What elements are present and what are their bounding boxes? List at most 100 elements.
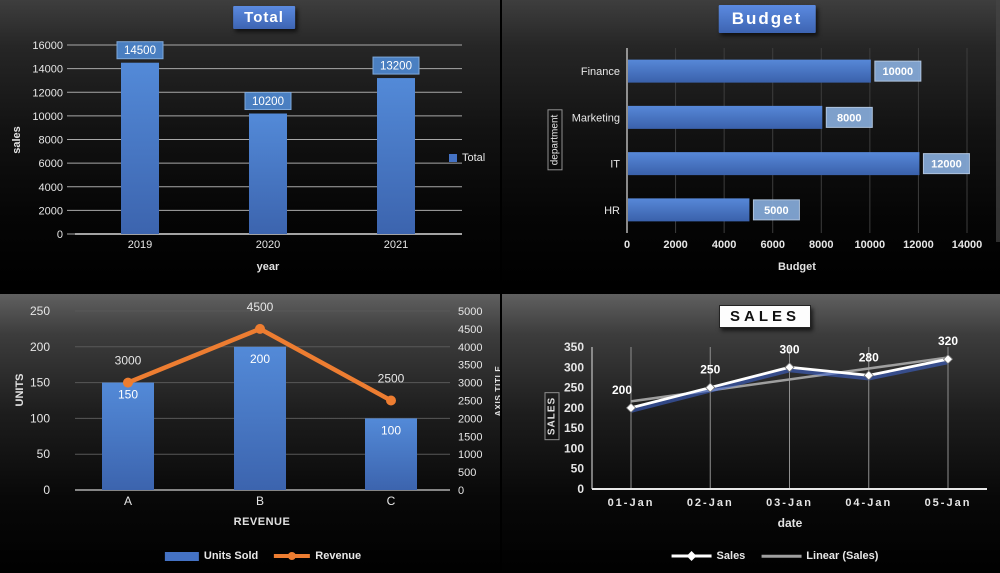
chart-title-sales: SALES: [718, 305, 812, 328]
bar-data-label: 150: [118, 388, 138, 402]
right-tick-label: 3000: [458, 378, 482, 390]
left-tick-label: 150: [30, 376, 50, 390]
left-tick-label: 250: [30, 304, 50, 318]
y-tick-label: 2000: [39, 205, 63, 217]
sales-marker: [625, 402, 637, 413]
combo-left-axis-title: UNITS: [14, 373, 26, 407]
data-label: 12000: [931, 159, 962, 171]
revenue-marker: [123, 377, 133, 388]
data-label-box: [116, 41, 164, 60]
data-label: 10200: [252, 96, 284, 108]
line-data-label: 320: [938, 334, 958, 348]
total-legend-swatch: [449, 154, 457, 162]
right-tick-label: 1500: [458, 431, 482, 443]
left-tick-label: 0: [43, 483, 50, 497]
x-tick-label: 0: [624, 239, 630, 251]
bar-2020: [249, 113, 287, 234]
data-label-box: [922, 153, 970, 175]
right-tick-label: 3500: [458, 360, 482, 372]
data-label: 10000: [883, 66, 914, 78]
y-tick-label: 8000: [39, 135, 63, 147]
sales-legend[interactable]: Sales Linear (Sales): [671, 550, 879, 562]
bar-2019: [121, 62, 159, 234]
sales-y-axis-title: SALES: [544, 391, 560, 441]
y-tick-label: 200: [564, 401, 584, 415]
x-category-label: 02-Jan: [687, 497, 734, 509]
line-data-label: 4500: [247, 300, 274, 314]
data-label: 8000: [837, 112, 861, 124]
x-category-label: 04-Jan: [845, 497, 892, 509]
total-plot-area: 0 2000 4000 6000 8000 10000 12000 14000 16000 145…: [32, 40, 462, 251]
left-tick-label: 100: [30, 411, 50, 425]
line-data-label: 300: [779, 342, 799, 356]
x-tick-label: 4000: [712, 239, 736, 251]
right-tick-label: 2000: [458, 413, 482, 425]
data-label-box: [372, 56, 420, 75]
units-sold-legend-label: Units Sold: [203, 550, 259, 562]
right-tick-label: 5000: [458, 306, 482, 318]
left-tick-label: 50: [37, 447, 51, 461]
line-data-label: 3000: [115, 354, 142, 368]
y-category-label: IT: [610, 159, 620, 171]
data-label: 13200: [380, 61, 412, 73]
units-sold-legend-swatch: [164, 551, 199, 561]
right-tick-label: 4000: [458, 342, 482, 354]
x-category-label: B: [256, 494, 264, 508]
right-tick-label: 500: [458, 467, 476, 479]
x-category-label: A: [124, 494, 132, 508]
y-category-label: HR: [604, 205, 620, 217]
revenue-legend-label: Revenue: [315, 550, 362, 562]
bar-Marketing: [628, 105, 823, 129]
y-tick-label: 0: [577, 482, 584, 496]
revenue-marker: [386, 395, 396, 406]
bar-B: [234, 346, 286, 490]
total-x-axis-title: year: [256, 261, 280, 273]
data-label-box: [244, 92, 292, 111]
combo-plot-area: 0501001502002500500100015002000250030003…: [30, 300, 483, 508]
budget-x-axis-title: Budget: [778, 261, 816, 273]
y-tick-label: 16000: [32, 40, 63, 52]
x-tick-label: 2000: [663, 239, 687, 251]
linear-sales-legend-swatch: [761, 552, 802, 561]
bar-2021: [377, 78, 415, 234]
data-label-box: [825, 106, 873, 128]
right-tick-label: 1000: [458, 449, 482, 461]
chart-budget[interactable]: Budget 0 2000 4000 6000 8000 10000 12000 14000 1…: [500, 0, 1000, 290]
combo-x-axis-title: REVENUE: [233, 516, 291, 528]
chart-total[interactable]: Total 0 2000 4000 6000 8000 10000 12000 14000 16…: [0, 0, 500, 290]
revenue-legend-swatch: [274, 552, 311, 561]
chart-units-revenue[interactable]: 0 50 100 150 200 250 0 500 1000 1500 2000 2500 3000 3…: [0, 290, 503, 573]
sales-marker: [863, 370, 874, 381]
y-tick-label: 0: [57, 229, 63, 241]
x-category-label: 2019: [128, 239, 152, 251]
data-label-box: [874, 60, 922, 82]
sales-plot-area: 0 50 100 150 200 250 300 350 01-Jan 02-Jan 03-Jan 0…: [564, 334, 987, 509]
right-tick-label: 2500: [458, 396, 482, 408]
line-data-label: 280: [859, 350, 879, 364]
chart-sales[interactable]: SALES 0 50 100 150 200 250 300 350 01-Jan 02-Jan 0…: [500, 290, 1000, 573]
x-category-label: 2020: [256, 239, 280, 251]
x-tick-label: 8000: [809, 239, 833, 251]
x-category-label: C: [387, 494, 396, 508]
combo-legend[interactable]: Units Sold Revenue: [164, 550, 362, 562]
y-tick-label: 12000: [32, 87, 63, 99]
y-tick-label: 10000: [32, 111, 63, 123]
line-data-label: 250: [700, 363, 720, 377]
linear-sales-legend-label: Linear (Sales): [806, 550, 879, 562]
y-category-label: Finance: [581, 66, 620, 78]
total-legend-label: Total: [462, 152, 486, 164]
line-data-label: 2500: [378, 372, 405, 386]
data-label: 5000: [764, 205, 788, 217]
sales-legend-swatch: [671, 551, 712, 561]
budget-plot-area: 0 2000 4000 6000 8000 10000 12000 14000 10000 Fin…: [572, 48, 983, 251]
data-label-box: [752, 199, 800, 221]
y-tick-label: 50: [571, 462, 585, 476]
chart-title-total: Total: [233, 6, 295, 29]
bar-HR: [628, 198, 750, 222]
total-legend[interactable]: Total: [449, 152, 485, 164]
y-tick-label: 150: [564, 421, 584, 435]
y-tick-label: 100: [564, 441, 584, 455]
total-y-axis-title: sales: [11, 126, 23, 154]
bar-A: [102, 382, 154, 490]
x-tick-label: 14000: [952, 239, 983, 251]
